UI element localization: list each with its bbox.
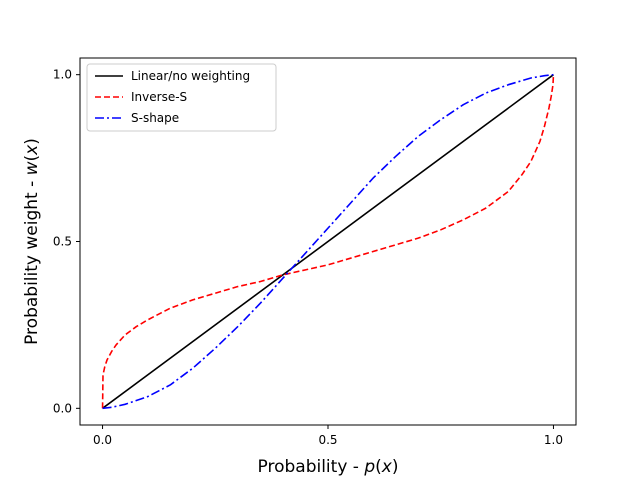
x-tick-label: 0.5 [318,433,337,447]
y-axis: 0.0 0.5 1.0 [53,68,80,415]
x-tick-label: 1.0 [544,433,563,447]
x-axis: 0.0 0.5 1.0 [93,425,563,447]
series-line-s-shape [102,73,554,410]
y-tick-label: 0.5 [53,235,72,249]
y-axis-title: Probability weight - w(x) [22,138,42,345]
legend-label: Linear/no weighting [131,69,250,83]
series-line-linear-no-weighting [102,74,554,409]
series-layer [101,73,555,410]
x-axis-title: Probability - p(x) [258,457,399,477]
legend-label: S-shape [131,111,179,125]
y-tick-label: 0.0 [53,401,72,415]
x-tick-label: 0.0 [93,433,112,447]
legend-label: Inverse-S [131,90,187,104]
legend: Linear/no weighting Inverse-S S-shape [86,63,277,132]
series-line-inverse-s [101,74,555,409]
legend-frame [86,63,277,132]
y-tick-label: 1.0 [53,68,72,82]
